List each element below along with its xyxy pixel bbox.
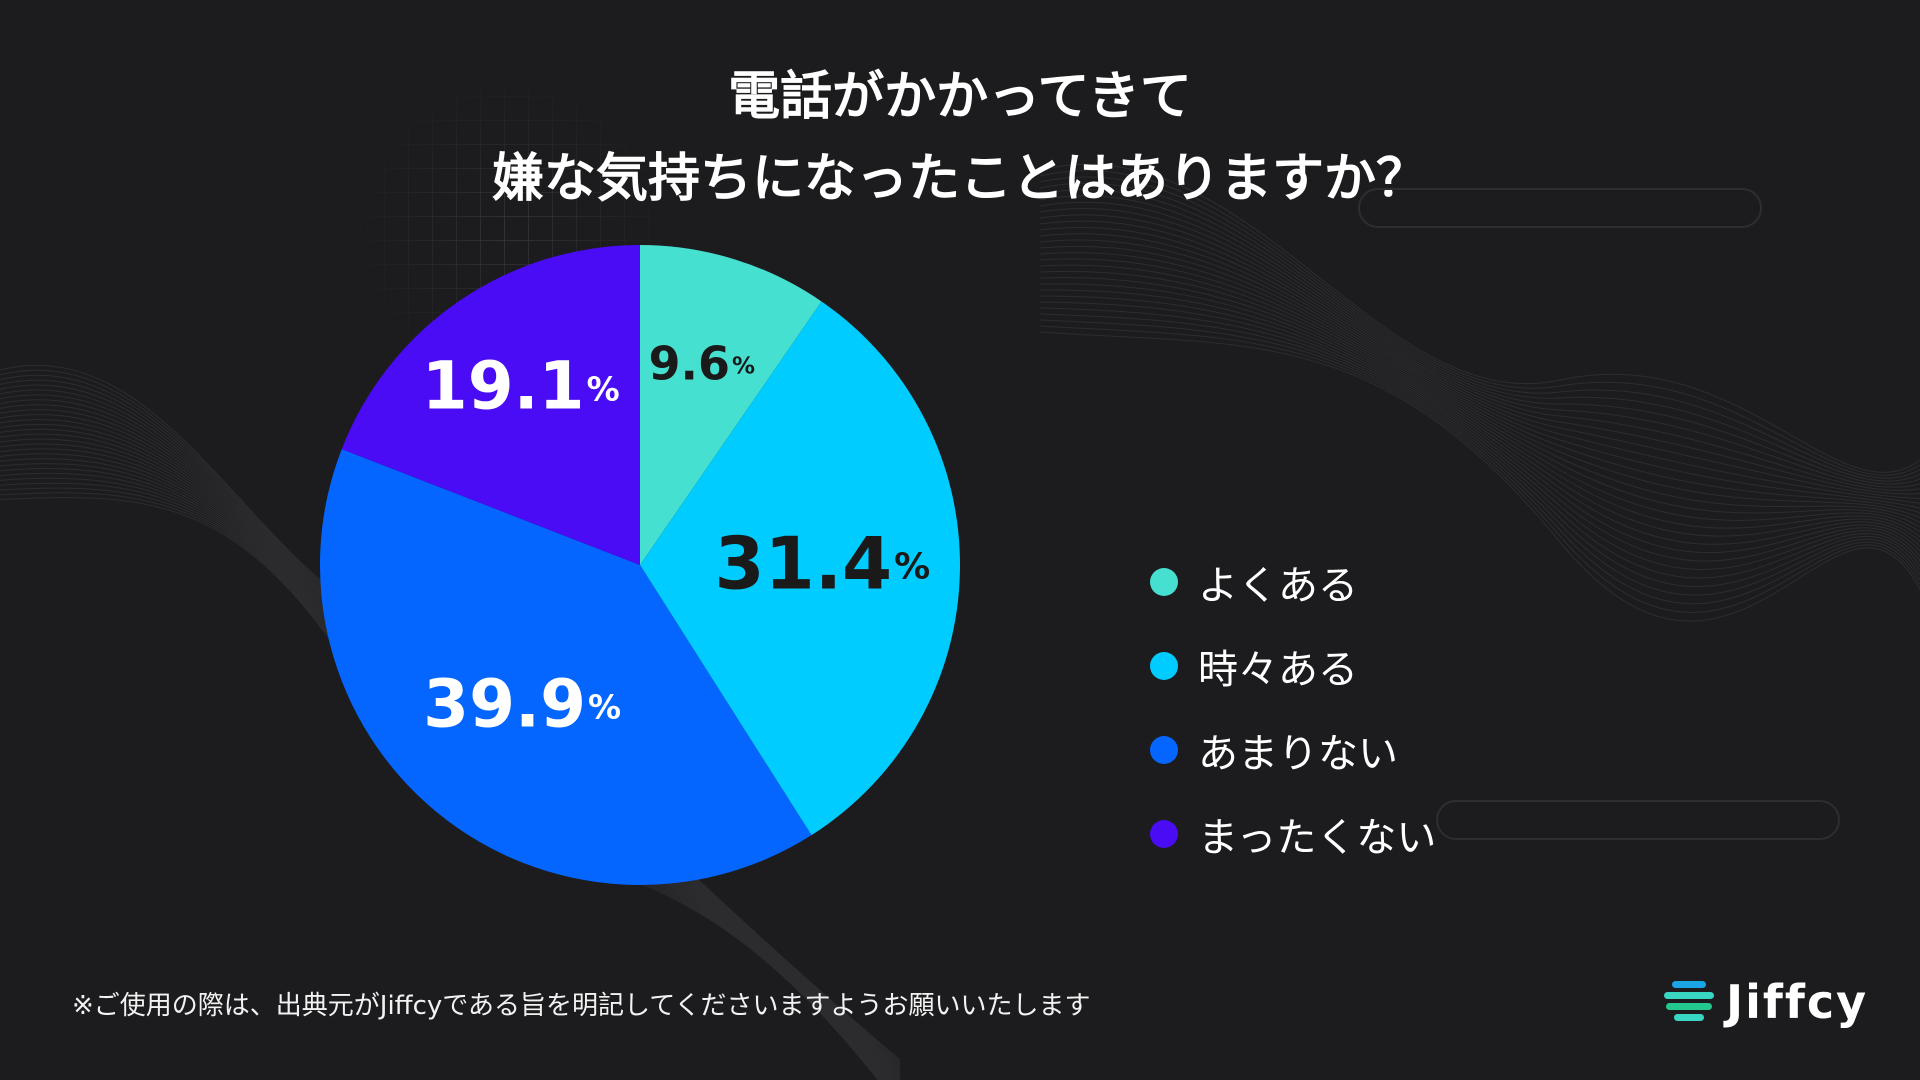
- legend-label: よくある: [1198, 563, 1358, 609]
- pie-slice-label-4: 19.1%: [422, 348, 620, 425]
- brand-logo: Jiffcy: [1662, 975, 1868, 1029]
- legend-dot: [1150, 652, 1178, 680]
- legend-label: まったくない: [1198, 815, 1437, 861]
- logo-text: Jiffcy: [1726, 975, 1869, 1029]
- pie-slice-label-3: 39.9%: [423, 665, 621, 742]
- decorative-pill-bottom: [1436, 800, 1840, 840]
- title-line-1: 電話がかかってきて: [728, 67, 1192, 127]
- legend-item-yoku-aru: よくある: [1150, 540, 1436, 624]
- chart-title: 電話がかかってきて 嫌な気持ちになったことはありますか？: [0, 56, 1920, 220]
- title-line-2: 嫌な気持ちになったことはありますか？: [491, 149, 1428, 209]
- footnote: ※ご使用の際は、出典元がJiffcyである旨を明記してくださいますようお願いいた…: [72, 991, 1091, 1021]
- pie-slice-3: [320, 449, 812, 885]
- decorative-pill-top: [1358, 188, 1762, 228]
- logo-icon: [1664, 981, 1714, 1021]
- legend-label: 時々ある: [1198, 647, 1358, 693]
- legend-dot: [1150, 820, 1178, 848]
- pie-slice-label-2: 31.4%: [715, 521, 931, 605]
- legend-dot: [1150, 736, 1178, 764]
- legend-dot: [1150, 568, 1178, 596]
- pie-slice-4: [341, 245, 640, 565]
- legend-item-tokidoki-aru: 時々ある: [1150, 624, 1436, 708]
- legend-item-amari-nai: あまりない: [1150, 708, 1436, 792]
- pie-slice-2: [640, 301, 961, 836]
- legend-label: あまりない: [1198, 731, 1398, 777]
- legend: よくある 時々ある あまりない まったくない: [1150, 540, 1436, 876]
- pie-slice-label-1: 9.6%: [649, 336, 756, 390]
- legend-item-mattaku-nai: まったくない: [1150, 792, 1436, 876]
- pie-slice-1: [640, 245, 822, 565]
